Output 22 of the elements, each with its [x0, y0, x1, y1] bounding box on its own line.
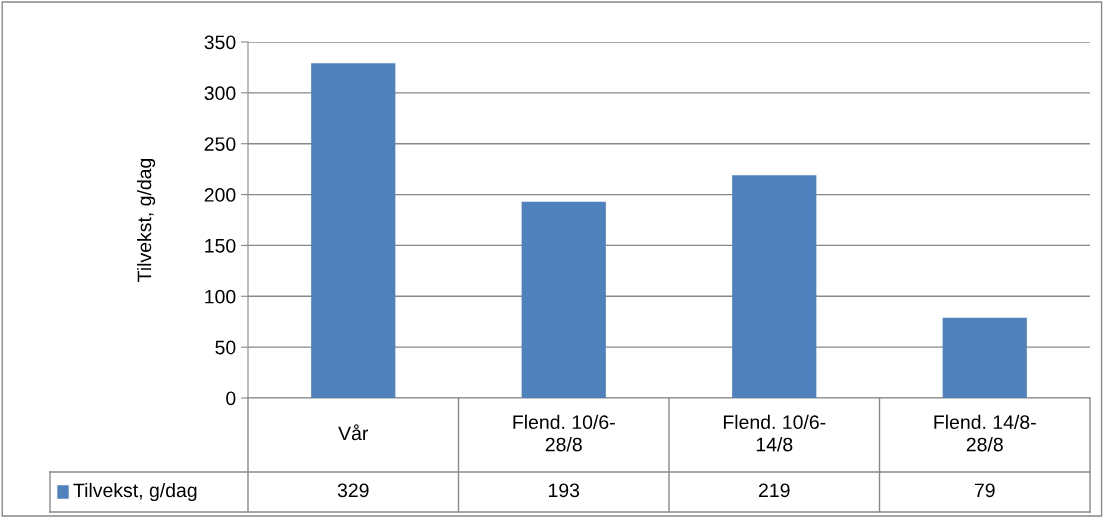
data-label: 329	[337, 483, 369, 498]
legend-label: Tilvekst, g/dag	[73, 482, 197, 502]
bar	[311, 63, 396, 398]
data-label: 219	[759, 483, 790, 498]
y-tick-label: 250	[204, 137, 236, 151]
bar	[521, 201, 606, 398]
data-label: 79	[974, 483, 995, 498]
x-tick-label: Flend. 14/8- 28/8	[934, 414, 1036, 452]
y-tick-label: 150	[205, 238, 236, 253]
bar	[732, 175, 817, 398]
y-tick-label: 200	[204, 188, 236, 202]
x-tick-label: Flend. 10/6- 14/8	[723, 414, 826, 452]
y-tick-label: 50	[215, 340, 236, 355]
y-tick-label: 100	[205, 289, 236, 304]
x-tick-label: Flend. 10/6- 28/8	[513, 414, 615, 452]
y-tick-label: 0	[226, 391, 236, 406]
data-label: 193	[549, 483, 580, 498]
x-tick-label: Vår	[338, 424, 369, 441]
y-tick-label: 350	[204, 35, 236, 50]
y-axis-title: Tilvekst, g/dag	[137, 158, 156, 282]
bar	[942, 317, 1027, 398]
y-tick-label: 300	[204, 86, 236, 101]
